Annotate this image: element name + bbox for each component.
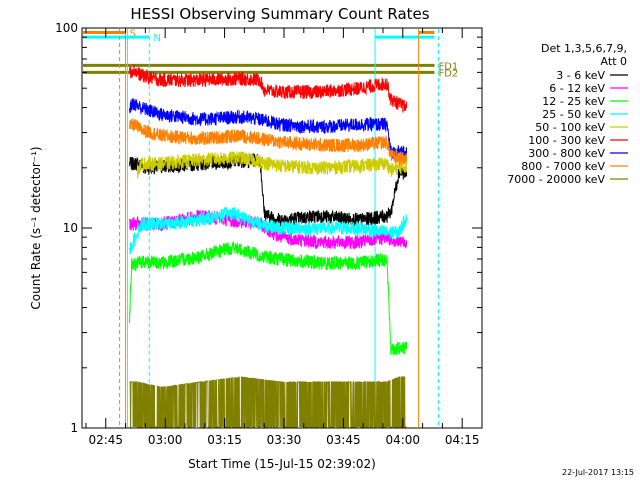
x-tick-label: 02:45 — [88, 433, 123, 447]
legend-label: 25 - 50 keV — [542, 108, 605, 121]
x-tick-label: 04:15 — [445, 433, 480, 447]
flag-label-fd1: FD1 — [438, 61, 458, 72]
axes: 100 10 1 02:45 03:00 03:15 03:30 03:45 04:00 04:1… — [55, 21, 482, 447]
legend-label: 300 - 800 keV — [528, 147, 605, 160]
legend-label: 12 - 25 keV — [542, 95, 605, 108]
series-line-5 — [129, 64, 408, 113]
legend-label: 7000 - 20000 keV — [507, 173, 605, 186]
series-line-6 — [129, 98, 408, 160]
x-tick-label: 04:00 — [385, 433, 420, 447]
flag-label-s: S — [130, 28, 136, 39]
y-tick-label: 1 — [70, 421, 78, 435]
series-line-2 — [129, 240, 408, 356]
series-line-8 — [129, 376, 407, 428]
y-tick-label: 10 — [63, 221, 78, 235]
legend-label: 100 - 300 keV — [528, 134, 605, 147]
legend-label: 50 - 100 keV — [535, 121, 605, 134]
x-tick-label: 03:45 — [326, 433, 361, 447]
x-axis-label: Start Time (15-Jul-15 02:39:02) — [188, 457, 376, 471]
flag-label-fd2: FD2 — [438, 68, 458, 79]
y-axis-label: Count Rate (s⁻¹ detector⁻¹) — [29, 146, 43, 309]
x-tick-label: 03:00 — [148, 433, 183, 447]
legend-label: 3 - 6 keV — [556, 69, 605, 82]
data-series — [129, 64, 408, 428]
x-tick-label: 03:15 — [207, 433, 242, 447]
legend-header: Det 1,3,5,6,7,9, — [541, 42, 627, 55]
vertical-markers — [119, 29, 439, 427]
date-stamp: 22-Jul-2017 13:15 — [562, 468, 634, 477]
legend-header: Att 0 — [601, 55, 627, 68]
series-line-3 — [129, 205, 408, 255]
y-tick-label: 100 — [55, 21, 78, 35]
chart-title: HESSI Observing Summary Count Rates — [130, 5, 429, 23]
x-tick-label: 03:30 — [267, 433, 302, 447]
series-line-4 — [136, 151, 408, 179]
series-line-7 — [129, 118, 408, 165]
legend-label: 6 - 12 keV — [549, 82, 605, 95]
legend-label: 800 - 7000 keV — [521, 160, 605, 173]
flag-label-n: N — [153, 33, 160, 44]
